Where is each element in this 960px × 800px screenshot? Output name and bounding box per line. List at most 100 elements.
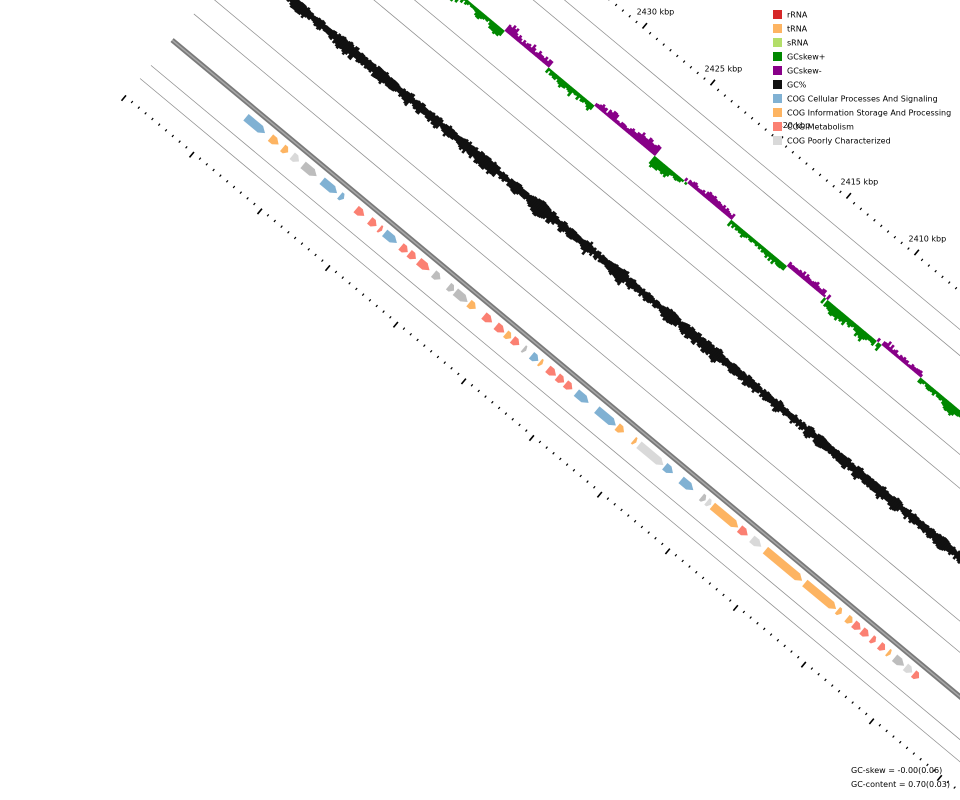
gc-bar bbox=[453, 133, 460, 141]
gc-bar bbox=[579, 239, 587, 248]
gc-skew-positive-bar bbox=[845, 317, 851, 324]
gc-bar bbox=[759, 388, 764, 394]
gc-bar bbox=[839, 456, 849, 466]
gc-bar bbox=[756, 386, 763, 394]
gc-skew-negative-bar bbox=[708, 195, 716, 203]
gc-bar bbox=[420, 106, 427, 114]
gc-skew-negative-bar bbox=[794, 269, 800, 275]
gene-arrow bbox=[802, 579, 837, 610]
gc-bar bbox=[457, 137, 465, 146]
minor-tick bbox=[858, 706, 861, 710]
gc-bar bbox=[690, 331, 699, 341]
feature-track bbox=[243, 114, 920, 680]
minor-tick bbox=[866, 213, 869, 216]
gc-bar bbox=[522, 191, 530, 200]
legend-swatch bbox=[773, 10, 782, 19]
minor-tick bbox=[941, 275, 944, 279]
gene-arrow bbox=[614, 423, 624, 433]
gc-skew-positive-bar bbox=[935, 392, 941, 398]
gc-bar bbox=[500, 173, 507, 181]
gc-bar bbox=[704, 343, 714, 354]
gc-skew-negative-bar bbox=[545, 58, 552, 67]
gc-bar bbox=[529, 197, 539, 209]
gc-bar bbox=[842, 458, 853, 470]
gc-bar bbox=[305, 11, 313, 19]
gc-bar bbox=[669, 314, 680, 326]
gc-bar bbox=[468, 146, 479, 159]
gc-skew-positive-bar bbox=[473, 7, 479, 13]
gc-skew-positive-bar bbox=[471, 4, 476, 10]
gc-skew-positive-bar bbox=[869, 337, 876, 344]
gc-skew-negative-bar bbox=[918, 373, 924, 378]
gc-bar bbox=[368, 63, 377, 73]
gc-skew-positive-bar bbox=[565, 83, 571, 89]
gc-bar bbox=[442, 125, 450, 134]
gc-bar bbox=[651, 298, 657, 305]
minor-tick bbox=[783, 644, 786, 648]
gc-bar bbox=[765, 394, 773, 403]
gene-arrow bbox=[594, 406, 616, 426]
gc-bar bbox=[688, 330, 697, 340]
gc-skew-positive-bar bbox=[730, 221, 735, 226]
gc-skew-negative-bar bbox=[896, 354, 900, 359]
minor-tick bbox=[273, 219, 277, 223]
gc-bar bbox=[356, 53, 366, 64]
major-tick bbox=[528, 434, 535, 442]
gc-skew-negative-bar bbox=[639, 137, 648, 146]
gc-bar bbox=[327, 29, 334, 36]
gc-bar bbox=[397, 88, 407, 98]
minor-tick bbox=[927, 264, 931, 267]
gc-skew-negative-bar bbox=[692, 182, 699, 189]
gc-bar bbox=[440, 123, 447, 130]
gc-skew-positive-bar bbox=[762, 248, 768, 254]
gc-skew-negative-bar bbox=[630, 130, 637, 138]
minor-tick bbox=[497, 406, 501, 410]
gc-skew-positive-bar bbox=[495, 27, 504, 37]
minor-tick bbox=[947, 281, 951, 284]
ring-line bbox=[532, 0, 960, 357]
gc-skew-negative-bar bbox=[693, 184, 699, 191]
major-tick bbox=[324, 264, 331, 272]
gene-arrow bbox=[630, 436, 638, 445]
gc-bar bbox=[916, 520, 923, 527]
minor-tick bbox=[851, 701, 854, 704]
gc-bar bbox=[900, 506, 907, 513]
gc-bar bbox=[461, 141, 470, 151]
gc-skew-negative-bar bbox=[613, 118, 619, 124]
legend-label: sRNA bbox=[787, 39, 809, 48]
gc-skew-positive-bar bbox=[754, 241, 760, 247]
minor-tick bbox=[784, 145, 788, 148]
gene-arrow bbox=[834, 606, 843, 616]
gc-bar bbox=[781, 408, 790, 417]
gc-bar bbox=[709, 347, 721, 361]
gc-skew-negative-bar bbox=[695, 187, 700, 192]
gc-bar bbox=[772, 400, 780, 408]
gc-skew-positive-bar bbox=[854, 325, 861, 333]
gc-bar bbox=[512, 183, 523, 195]
gc-skew-negative-bar bbox=[711, 198, 718, 206]
gc-skew-positive-bar bbox=[557, 78, 564, 86]
gc-skew-positive-bar bbox=[733, 223, 739, 229]
minor-tick bbox=[703, 77, 706, 80]
legend-swatch bbox=[773, 80, 782, 89]
gc-bar bbox=[477, 154, 487, 165]
major-tick bbox=[596, 491, 603, 498]
minor-tick bbox=[409, 332, 412, 336]
gc-skew-negative-bar bbox=[706, 193, 714, 201]
gc-skew-positive-bar bbox=[779, 263, 786, 270]
gc-skew-negative-bar bbox=[910, 365, 916, 371]
gc-skew-positive-bar bbox=[947, 405, 957, 417]
gc-bar bbox=[769, 397, 776, 405]
gc-bar bbox=[396, 86, 402, 93]
gc-bar bbox=[921, 524, 930, 534]
minor-tick bbox=[771, 133, 774, 137]
gc-skew-negative-bar bbox=[914, 368, 920, 374]
gene-arrow bbox=[503, 330, 512, 340]
gc-bar bbox=[763, 392, 772, 402]
tick-label: 2410 kbp bbox=[909, 234, 947, 243]
gc-skew-positive-bar bbox=[759, 245, 765, 250]
gene-arrow bbox=[859, 627, 869, 637]
gc-skew-positive-bar bbox=[548, 68, 553, 73]
gc-skew-negative-bar bbox=[512, 32, 519, 40]
gc-skew-positive-bar bbox=[928, 386, 934, 393]
